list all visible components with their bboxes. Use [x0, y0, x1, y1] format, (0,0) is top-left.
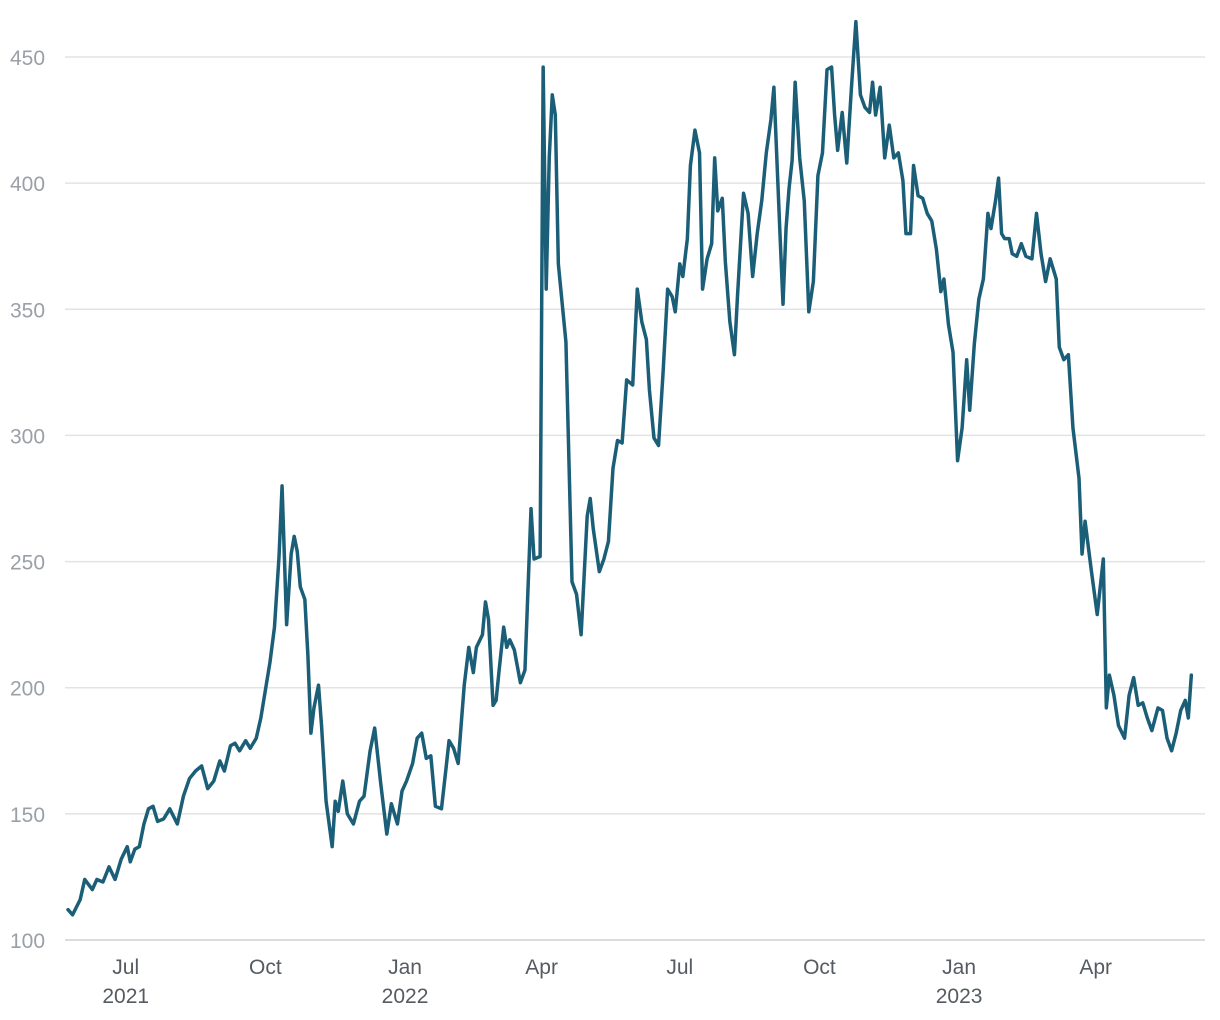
- x-tick-year-2022: 2022: [382, 985, 429, 1008]
- x-tick-label-5: Oct: [803, 956, 836, 979]
- x-tick-label-6: Jan: [942, 956, 976, 979]
- y-tick-label-450: 450: [10, 47, 45, 70]
- x-tick-label-0: Jul: [112, 956, 139, 979]
- y-tick-label-250: 250: [10, 552, 45, 575]
- series-group: [66, 19, 1194, 917]
- gridlines: [65, 56, 1205, 941]
- y-tick-label-300: 300: [10, 425, 45, 448]
- series-line-0: [66, 19, 1194, 917]
- y-tick-label-200: 200: [10, 678, 45, 701]
- x-tick-label-3: Apr: [525, 956, 558, 979]
- x-tick-label-4: Jul: [666, 956, 693, 979]
- x-tick-year-2021: 2021: [102, 985, 149, 1008]
- y-tick-label-100: 100: [10, 930, 45, 953]
- x-tick-label-7: Apr: [1079, 956, 1112, 979]
- x-tick-label-1: Oct: [249, 956, 282, 979]
- x-tick-label-2: Jan: [388, 956, 422, 979]
- x-tick-year-2023: 2023: [936, 985, 983, 1008]
- y-tick-label-150: 150: [10, 804, 45, 827]
- y-axis: 100 150 200 250 300 350 400 450: [10, 47, 45, 953]
- y-tick-label-350: 350: [10, 299, 45, 322]
- y-tick-label-400: 400: [10, 173, 45, 196]
- x-axis: Jul 2021 Oct Jan 2022 Apr Jul Oct Jan 2023 Apr: [102, 956, 1112, 1008]
